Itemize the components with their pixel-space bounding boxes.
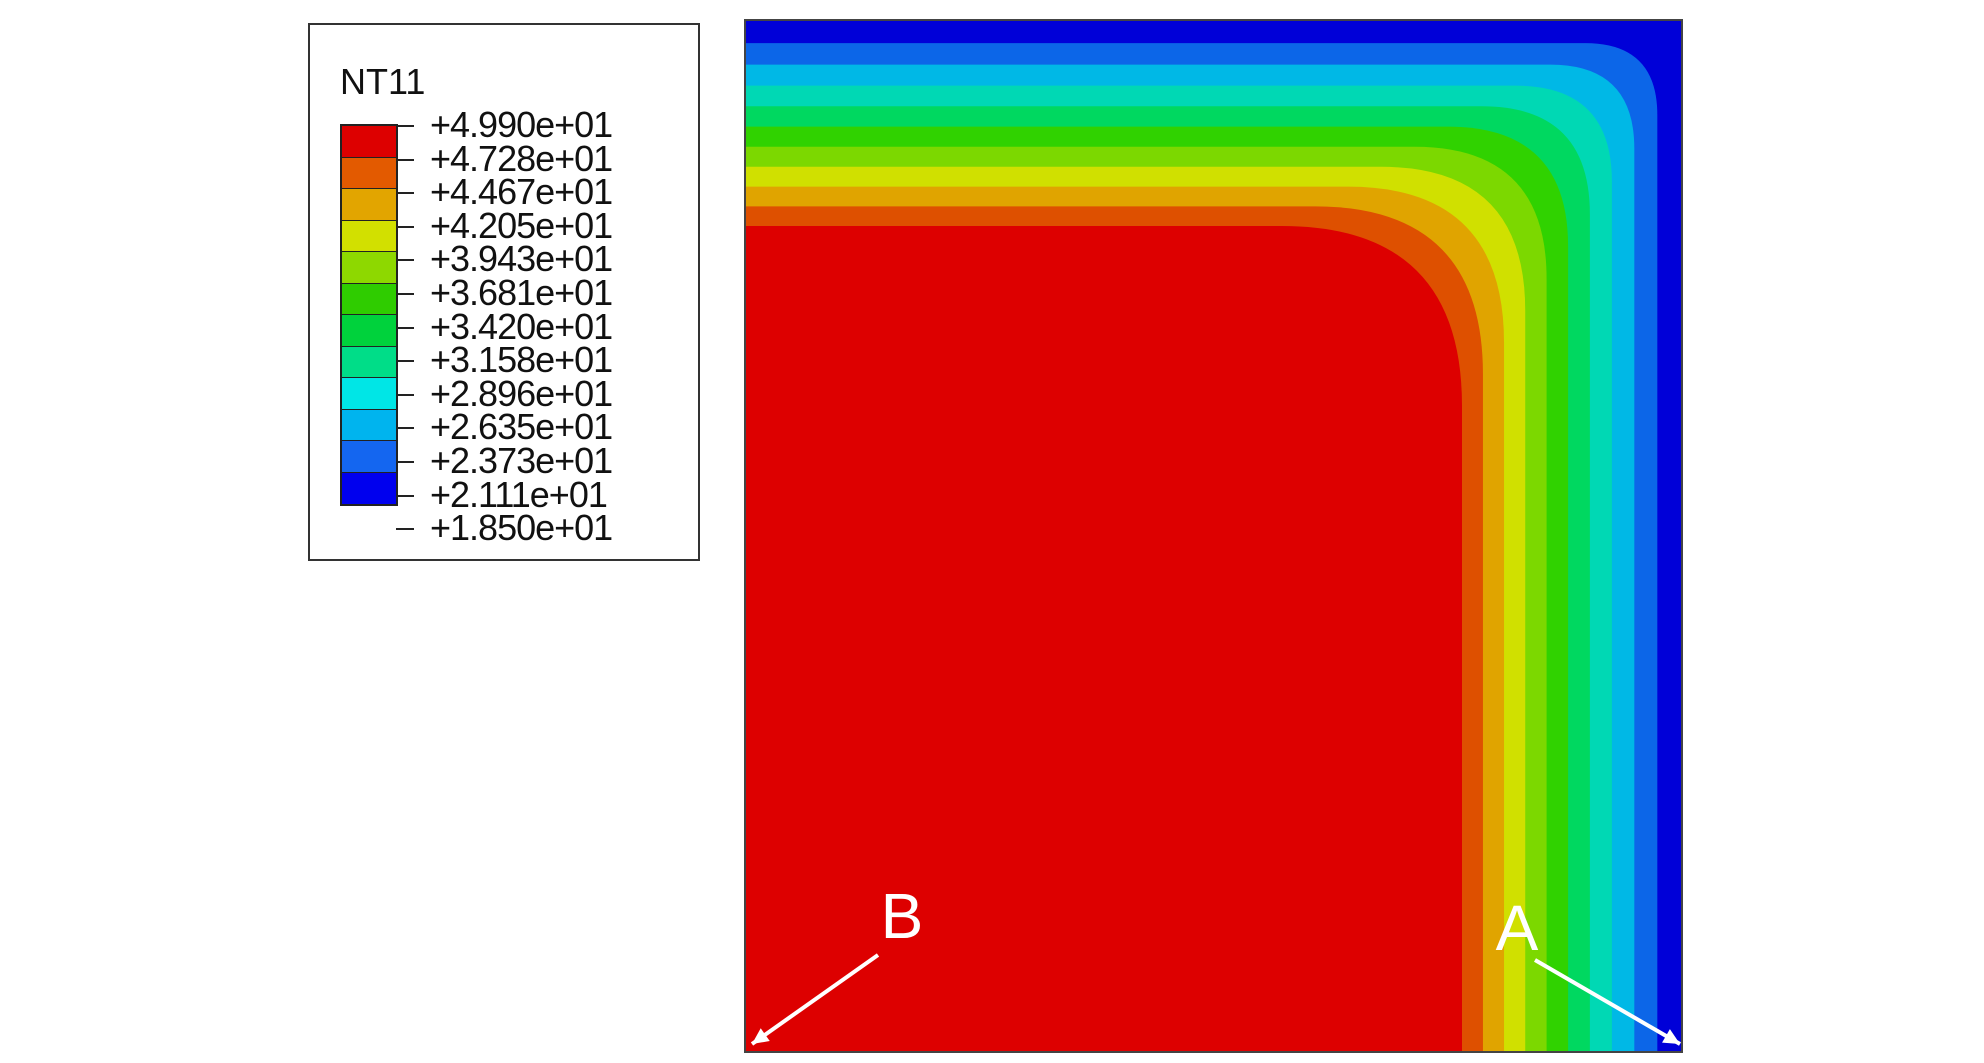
legend-color-bar bbox=[340, 124, 398, 506]
legend-swatch bbox=[342, 409, 396, 441]
legend-tick bbox=[396, 528, 414, 531]
legend-swatch bbox=[342, 252, 396, 284]
legend-swatch bbox=[342, 315, 396, 347]
legend-value-label: +4.467e+01 bbox=[430, 171, 613, 213]
legend-swatch bbox=[342, 126, 396, 158]
legend-swatch bbox=[342, 378, 396, 410]
legend-swatch bbox=[342, 472, 396, 504]
legend-value-label: +1.850e+01 bbox=[430, 507, 613, 549]
legend-value-label: +4.728e+01 bbox=[430, 137, 613, 179]
legend-swatch bbox=[342, 346, 396, 378]
legend-value-label: +2.896e+01 bbox=[430, 372, 613, 414]
temperature-bands bbox=[745, 20, 1682, 1052]
legend-value-label: +3.943e+01 bbox=[430, 238, 613, 280]
legend-value-label: +2.111e+01 bbox=[430, 473, 608, 515]
legend-tick bbox=[396, 225, 414, 228]
legend-swatch bbox=[342, 220, 396, 252]
legend-box: NT11 +4.990e+01 +4.728e+01 +4.467e+01 +4.20… bbox=[308, 23, 700, 561]
legend-tick bbox=[396, 393, 414, 396]
contour-band bbox=[745, 226, 1462, 1052]
legend-value-label: +4.990e+01 bbox=[430, 104, 613, 145]
legend-tick bbox=[396, 259, 414, 262]
legend-swatch bbox=[342, 189, 396, 221]
legend-swatch bbox=[342, 157, 396, 189]
legend-tick bbox=[396, 125, 414, 127]
marker-label-b: B bbox=[881, 880, 924, 952]
legend-value-label: +2.635e+01 bbox=[430, 406, 613, 448]
marker-label-a: A bbox=[1496, 892, 1539, 964]
legend-swatch bbox=[342, 441, 396, 473]
legend-swatch bbox=[342, 283, 396, 315]
legend-value-label: +3.158e+01 bbox=[430, 339, 613, 381]
marker-arrowhead-a bbox=[1662, 1029, 1680, 1044]
legend-tick bbox=[396, 494, 414, 497]
legend-tick bbox=[396, 427, 414, 430]
marker-arrow-a bbox=[1533, 958, 1682, 1046]
plate-outline bbox=[744, 19, 1683, 1053]
legend-value-label: +4.205e+01 bbox=[430, 204, 613, 246]
marker-arrow-b bbox=[750, 953, 880, 1046]
legend-tick bbox=[396, 293, 414, 295]
legend-tick bbox=[396, 360, 414, 363]
marker-arrowhead-b bbox=[752, 1028, 770, 1044]
legend-tick bbox=[396, 326, 414, 329]
legend-value-label: +3.681e+01 bbox=[430, 272, 613, 313]
legend-title: NT11 bbox=[340, 61, 426, 102]
legend-value-label: +3.420e+01 bbox=[430, 305, 613, 347]
legend-value-label: +2.373e+01 bbox=[430, 440, 613, 481]
legend-tick bbox=[396, 158, 414, 161]
legend-tick bbox=[396, 461, 414, 463]
legend-tick bbox=[396, 192, 414, 195]
